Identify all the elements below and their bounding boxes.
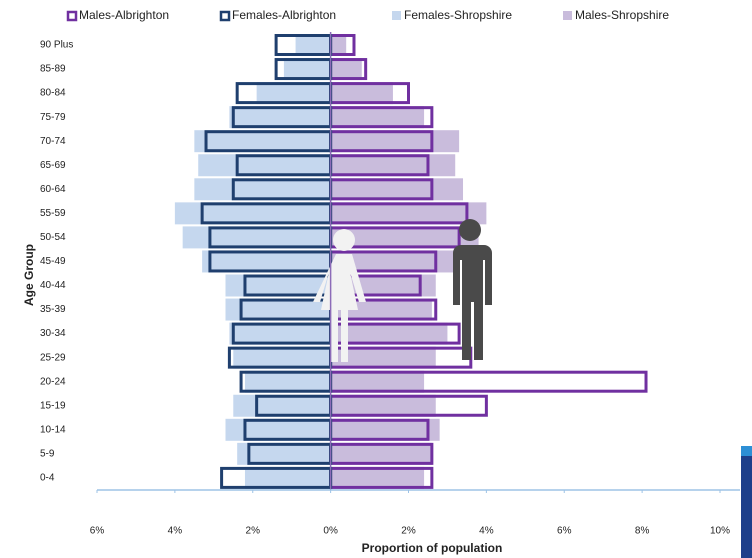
legend-swatch (392, 11, 401, 20)
x-axis-title: Proportion of population (362, 541, 503, 555)
bar (233, 346, 331, 369)
x-tick-label: 4% (479, 526, 494, 537)
bar (330, 178, 464, 201)
bar (244, 370, 331, 393)
y-tick-label: 85-89 (40, 64, 66, 75)
legend-swatch (219, 10, 231, 22)
bar (330, 442, 432, 465)
bar (283, 58, 331, 81)
y-axis-title: Age Group (22, 244, 36, 306)
legend-swatch (66, 10, 78, 22)
bar (182, 226, 331, 249)
bar (330, 394, 436, 417)
bar (174, 202, 331, 225)
bar (202, 250, 331, 273)
bar (229, 322, 331, 345)
y-tick-label: 40-44 (40, 280, 66, 291)
y-tick-label: 30-34 (40, 328, 66, 339)
bar (330, 466, 425, 489)
y-tick-label: 75-79 (40, 112, 66, 123)
x-tick-label: 4% (168, 526, 183, 537)
bar (295, 34, 331, 56)
bar (330, 34, 347, 56)
y-tick-label: 15-19 (40, 400, 66, 411)
y-tick-label: 65-69 (40, 160, 66, 171)
corner-decoration (741, 446, 752, 456)
x-tick-label: 2% (246, 526, 261, 537)
bar (330, 346, 436, 369)
y-tick-label: 45-49 (40, 256, 66, 267)
bar (225, 298, 331, 321)
legend-label: Males-Shropshire (575, 8, 669, 22)
y-tick-label: 70-74 (40, 136, 66, 147)
y-tick-label: 90 Plus (40, 40, 73, 51)
y-tick-label: 0-4 (40, 473, 55, 484)
y-tick-label: 50-54 (40, 232, 66, 243)
female-icon (313, 229, 366, 362)
bar (256, 82, 331, 105)
legend-label: Females-Shropshire (404, 8, 512, 22)
y-tick-label: 10-14 (40, 424, 66, 435)
x-tick-label: 6% (90, 526, 105, 537)
legend-label: Males-Albrighton (79, 8, 169, 22)
bar (229, 106, 331, 129)
bar (330, 130, 460, 153)
x-tick-label: 10% (710, 526, 730, 537)
bar (194, 130, 331, 153)
bar (330, 82, 393, 105)
bar (194, 178, 331, 201)
legend: Males-Albrighton Females-Albrighton Female… (66, 8, 669, 22)
y-tick-label: 55-59 (40, 208, 66, 219)
bar (244, 466, 331, 489)
bar (330, 418, 440, 441)
bar (330, 322, 448, 345)
bar (330, 106, 425, 129)
legend-label: Females-Albrighton (232, 8, 336, 22)
x-tick-label: 8% (635, 526, 650, 537)
bar (233, 394, 331, 417)
bar (198, 154, 331, 177)
bar (330, 58, 362, 81)
x-tick-label: 2% (401, 526, 416, 537)
corner-decoration (741, 446, 752, 558)
y-tick-label: 5-9 (40, 448, 55, 459)
bar (330, 226, 479, 249)
bar (237, 442, 331, 465)
bar (330, 370, 425, 393)
bar (225, 274, 331, 297)
bar (330, 154, 456, 177)
bars (174, 34, 648, 489)
x-tick-label: 0% (323, 526, 338, 537)
bar (330, 250, 460, 273)
male-icon (453, 219, 492, 360)
y-tick-label: 35-39 (40, 304, 66, 315)
y-tick-label: 20-24 (40, 376, 66, 387)
bar (225, 418, 331, 441)
y-tick-label: 60-64 (40, 184, 66, 195)
bar (330, 202, 487, 225)
y-tick-label: 25-29 (40, 352, 66, 363)
x-tick-label: 6% (557, 526, 572, 537)
y-tick-label: 80-84 (40, 88, 66, 99)
legend-swatch (563, 11, 572, 20)
